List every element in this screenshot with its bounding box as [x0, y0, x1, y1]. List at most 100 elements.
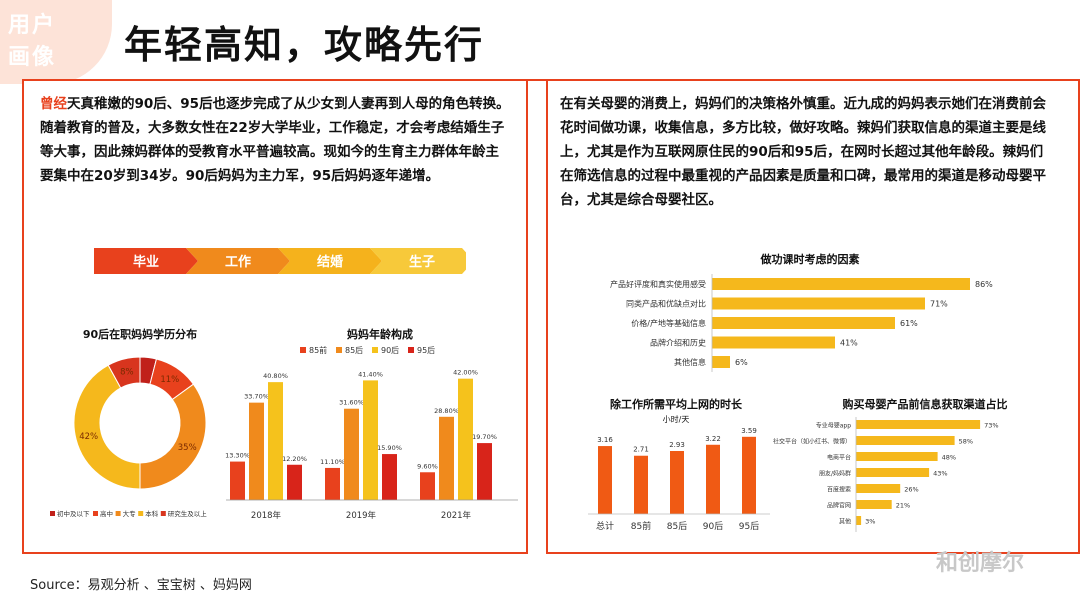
page-title: 年轻高知，攻略先行 [124, 23, 485, 67]
age-category-label-0: 2018年 [251, 510, 282, 521]
left-body: 天真稚嫩的90后、95后也逐步完成了从少女到人妻再到人母的角色转换。随着教育的普… [40, 96, 510, 184]
channel-bar-2 [856, 452, 938, 461]
channel-bar-4 [856, 484, 901, 493]
age-bar-1-3 [382, 454, 397, 500]
chart-subtitle-online: 小时/天 [662, 415, 690, 424]
online-value-2: 2.93 [669, 441, 685, 449]
channel-value-5: 21% [896, 502, 910, 510]
age-bar-1-2 [363, 380, 378, 500]
factor-bar-0 [712, 278, 970, 290]
chart-title-education: 90后在职妈妈学历分布 [82, 328, 198, 341]
online-value-4: 3.59 [741, 428, 757, 435]
channel-value-1: 58% [959, 438, 973, 446]
age-bar-label-1-1: 31.60% [339, 399, 364, 407]
channel-label-3: 朋友/妈妈群 [819, 470, 851, 478]
education-donut-chart: 11% 35% 42% 8% 初中及以下 高中 大专 本科 研究生及以上 [50, 356, 208, 518]
source-note: Source：易观分析 、宝宝树 、妈妈网 [30, 578, 252, 593]
factor-label-2: 价格/产地等基础信息 [631, 318, 706, 328]
age-bar-label-1-0: 11.10% [320, 458, 345, 466]
right-paragraph: 在有关母婴的消费上，妈妈们的决策格外慎重。近九成的妈妈表示她们在消费前会花时间做… [560, 96, 1046, 208]
age-category-label-2: 2021年 [441, 510, 472, 521]
donut-legend-swatch-2 [115, 511, 121, 516]
channel-label-0: 专业母婴app [816, 422, 851, 430]
age-legend-swatch-3 [408, 347, 414, 353]
age-bar-0-3 [287, 464, 302, 500]
age-bar-label-2-3: 19.70% [472, 433, 497, 441]
age-bar-1-0 [325, 467, 340, 500]
donut-legend-label-2: 大专 [123, 509, 137, 518]
factor-value-3: 41% [840, 339, 858, 348]
stage-arrow-2 [278, 248, 382, 274]
age-legend-swatch-2 [372, 347, 378, 353]
age-bar-label-1-2: 41.40% [358, 370, 383, 378]
channel-label-4: 百度搜索 [827, 486, 851, 494]
channel-value-6: 3% [865, 518, 875, 526]
stage-label-2: 结婚 [317, 254, 343, 270]
online-bar-2 [670, 451, 684, 514]
age-bar-2-0 [420, 472, 435, 500]
donut-legend-label-4: 研究生及以上 [168, 509, 208, 518]
donut-legend-label-0: 初中及以下 [57, 509, 90, 518]
online-category-0: 总计 [596, 520, 614, 532]
age-legend-swatch-1 [336, 347, 342, 353]
online-category-1: 85前 [631, 520, 651, 532]
online-bar-1 [634, 455, 648, 514]
age-bar-label-0-0: 13.30% [225, 452, 250, 460]
online-category-2: 85后 [667, 521, 687, 532]
age-bar-0-2 [268, 382, 283, 500]
factor-bar-2 [712, 317, 895, 329]
factor-bar-3 [712, 336, 835, 349]
stage-arrow-3 [370, 248, 466, 274]
channel-bar-0 [856, 420, 981, 429]
channel-bar-1 [856, 436, 955, 445]
age-legend-label-0: 85前 [309, 345, 327, 355]
donut-legend-swatch-1 [93, 511, 98, 516]
channel-bar-3 [856, 468, 930, 477]
channel-value-2: 48% [942, 454, 956, 462]
channel-label-5: 品牌官网 [827, 502, 851, 510]
donut-label-2: 35% [178, 443, 197, 453]
donut-label-3: 42% [79, 432, 98, 442]
online-value-3: 3.22 [705, 435, 721, 443]
factor-bar-4 [712, 356, 730, 368]
age-bar-0-1 [249, 402, 264, 500]
channel-label-6: 其他 [839, 518, 851, 526]
online-category-4: 95后 [739, 521, 759, 532]
age-legend-label-3: 95后 [417, 345, 435, 355]
age-bar-label-1-3: 15.90% [377, 444, 402, 452]
channel-bar-6 [856, 516, 862, 525]
age-legend-swatch-0 [300, 347, 306, 353]
online-value-1: 2.71 [633, 446, 649, 454]
age-legend-label-1: 85后 [345, 345, 363, 355]
channel-label-2: 电商平台 [827, 454, 851, 462]
chart-title-factors: 做功课时考虑的因素 [760, 253, 860, 266]
age-bar-2-3 [477, 443, 492, 500]
stage-arrow-0 [94, 248, 198, 274]
left-paragraph: 曾经天真稚嫩的90后、95后也逐步完成了从少女到人妻再到人母的角色转换。随着教育… [40, 92, 510, 188]
chart-title-age: 妈妈年龄构成 [347, 328, 413, 341]
online-bar-0 [598, 446, 612, 514]
life-stage-arrows: 毕业 工作 结婚 生子 [94, 248, 466, 274]
factor-value-4: 6% [735, 358, 748, 367]
channel-bar-5 [856, 500, 892, 509]
age-category-label-1: 2019年 [346, 510, 377, 521]
factor-bar-1 [712, 297, 925, 310]
factor-value-2: 61% [900, 319, 918, 328]
online-time-chart: 3.16 总计 2.71 85前 2.93 85后 3.22 90后 3.59 95后 [588, 428, 770, 532]
left-lead: 曾经 [40, 96, 67, 112]
section-tag: 用户 画像 [0, 0, 112, 84]
factor-value-0: 86% [975, 280, 993, 289]
chart-title-online: 除工作所需平均上网的时长 [610, 398, 742, 411]
channel-value-4: 26% [904, 486, 918, 494]
title-divider [22, 79, 1080, 81]
age-bar-2-1 [439, 416, 454, 500]
donut-slice-4 [107, 356, 141, 389]
donut-legend-swatch-4 [160, 511, 166, 516]
donut-slice-3 [73, 364, 141, 490]
channel-value-3: 43% [933, 470, 947, 478]
age-composition-chart: 85前 85后 90后 95后 13.30% 33.70% 40.80% 12.20% 2018… [225, 345, 518, 521]
stage-label-1: 工作 [225, 254, 251, 270]
age-bar-2-2 [458, 378, 473, 500]
channel-value-0: 73% [984, 422, 998, 430]
stage-label-3: 生子 [409, 254, 435, 270]
